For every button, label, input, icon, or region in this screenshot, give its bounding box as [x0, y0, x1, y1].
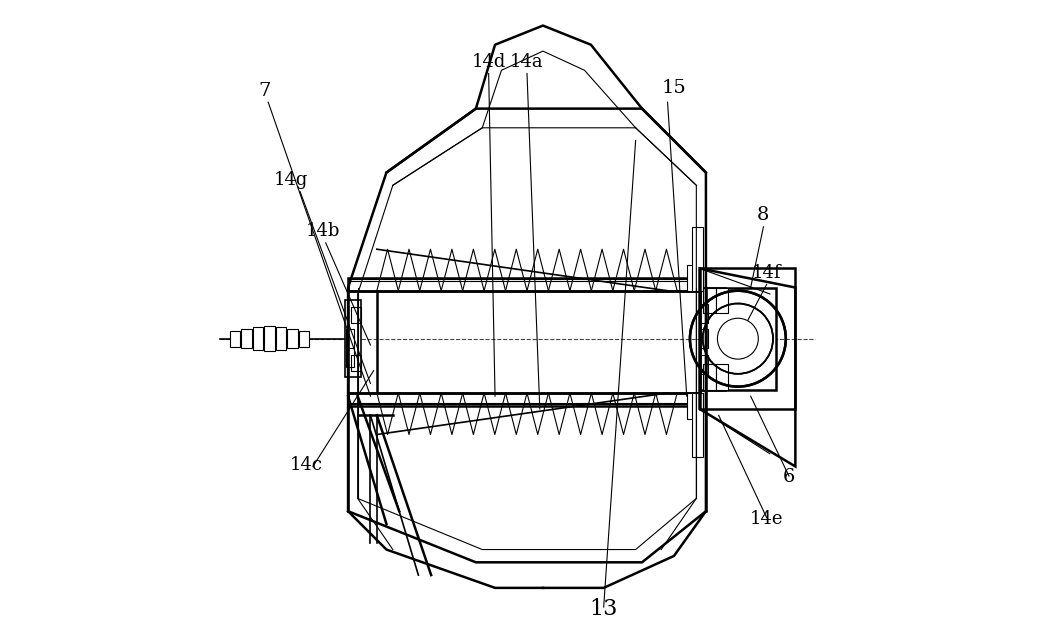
- Text: 7: 7: [259, 82, 271, 100]
- Text: 15: 15: [662, 79, 686, 96]
- Bar: [276, 328, 286, 350]
- Text: 13: 13: [589, 597, 618, 620]
- Text: 14c: 14c: [290, 456, 323, 473]
- Bar: [288, 329, 297, 348]
- Bar: [700, 288, 725, 390]
- Bar: [345, 300, 360, 377]
- Bar: [241, 329, 252, 348]
- Bar: [703, 288, 716, 313]
- Bar: [687, 393, 703, 419]
- Bar: [253, 328, 264, 350]
- Bar: [691, 393, 703, 457]
- Bar: [700, 355, 708, 374]
- Bar: [700, 304, 708, 323]
- Bar: [348, 393, 700, 406]
- Circle shape: [718, 318, 758, 359]
- Text: 14e: 14e: [749, 510, 783, 528]
- Bar: [346, 348, 354, 367]
- Text: 8: 8: [757, 206, 769, 224]
- Text: 14b: 14b: [306, 222, 339, 240]
- Text: 14g: 14g: [273, 171, 308, 189]
- Bar: [687, 265, 703, 291]
- Bar: [716, 288, 728, 313]
- Bar: [700, 329, 708, 348]
- Bar: [703, 364, 716, 390]
- Bar: [691, 227, 703, 291]
- Bar: [299, 331, 309, 347]
- Bar: [716, 364, 728, 390]
- Bar: [351, 355, 360, 371]
- Bar: [700, 288, 776, 390]
- Bar: [265, 326, 275, 351]
- Bar: [230, 331, 240, 347]
- Text: 14d: 14d: [471, 53, 506, 71]
- Text: 14a: 14a: [510, 53, 544, 71]
- Bar: [700, 268, 796, 409]
- Text: 6: 6: [783, 468, 795, 486]
- Text: 14f: 14f: [752, 264, 781, 282]
- Bar: [348, 278, 700, 291]
- Bar: [346, 329, 354, 348]
- Bar: [351, 307, 360, 323]
